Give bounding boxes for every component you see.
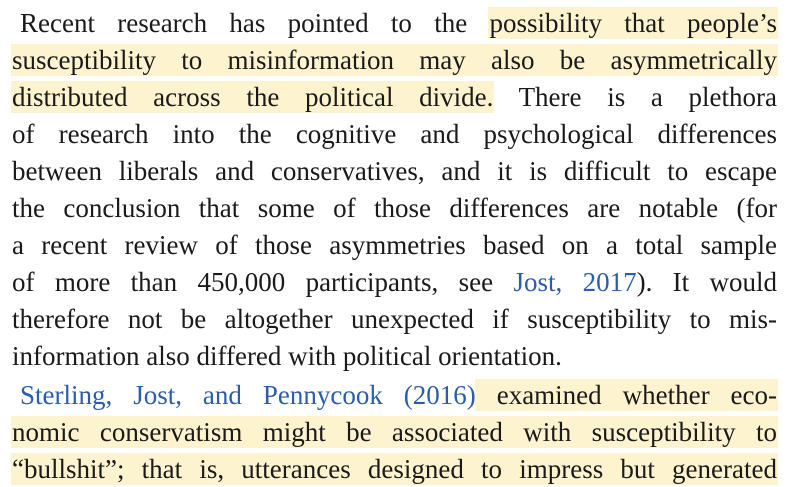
p1-line-8: of more than 450,000 participants, see J… xyxy=(12,264,777,300)
highlighted-text: possibility that people’s xyxy=(489,8,777,38)
text: between liberals and conservatives, and … xyxy=(12,156,777,186)
p1-line-3: distributed across the political divide.… xyxy=(12,79,777,115)
text: Recent research has pointed to the xyxy=(20,8,490,38)
citation-link[interactable]: Jost, 2017 xyxy=(513,267,637,297)
text: the conclusion that some of those differ… xyxy=(12,193,777,223)
p1-line-6: the conclusion that some of those differ… xyxy=(12,190,777,226)
p1-line-1: Recent research has pointed to the possi… xyxy=(20,5,777,41)
highlighted-text: “bullshit”; that is, utterances designed… xyxy=(12,454,777,484)
p2-line-3: “bullshit”; that is, utterances designed… xyxy=(12,451,777,487)
citation-link[interactable]: Sterling, Jost, and Pennycook (2016) xyxy=(20,380,476,410)
p1-line-4: of research into the cognitive and psych… xyxy=(12,116,777,152)
p2-line-2: nomic conservatism might be associated w… xyxy=(12,414,777,450)
p1-line-9: therefore not be altogether unexpected i… xyxy=(12,301,777,337)
p2-line-1: Sterling, Jost, and Pennycook (2016) exa… xyxy=(20,377,777,413)
highlighted-text: examined whether eco- xyxy=(475,380,777,410)
text: ). It would xyxy=(636,267,777,297)
text: There is a plethora xyxy=(493,82,777,112)
p1-line-5: between liberals and conservatives, and … xyxy=(12,153,777,189)
text: of more than 450,000 participants, see xyxy=(12,267,514,297)
text: information also differed with political… xyxy=(12,341,562,371)
p1-line-7: a recent review of those asymmetries bas… xyxy=(12,227,777,263)
highlighted-text: susceptibility to misinformation may als… xyxy=(12,45,777,75)
text: of research into the cognitive and psych… xyxy=(12,119,777,149)
highlighted-text: nomic conservatism might be associated w… xyxy=(12,417,777,447)
p1-line-10: information also differed with political… xyxy=(12,338,777,374)
highlighted-text: distributed across the political divide. xyxy=(12,82,494,112)
text: therefore not be altogether unexpected i… xyxy=(12,304,777,334)
p1-line-2: susceptibility to misinformation may als… xyxy=(12,42,777,78)
text: a recent review of those asymmetries bas… xyxy=(12,230,777,260)
